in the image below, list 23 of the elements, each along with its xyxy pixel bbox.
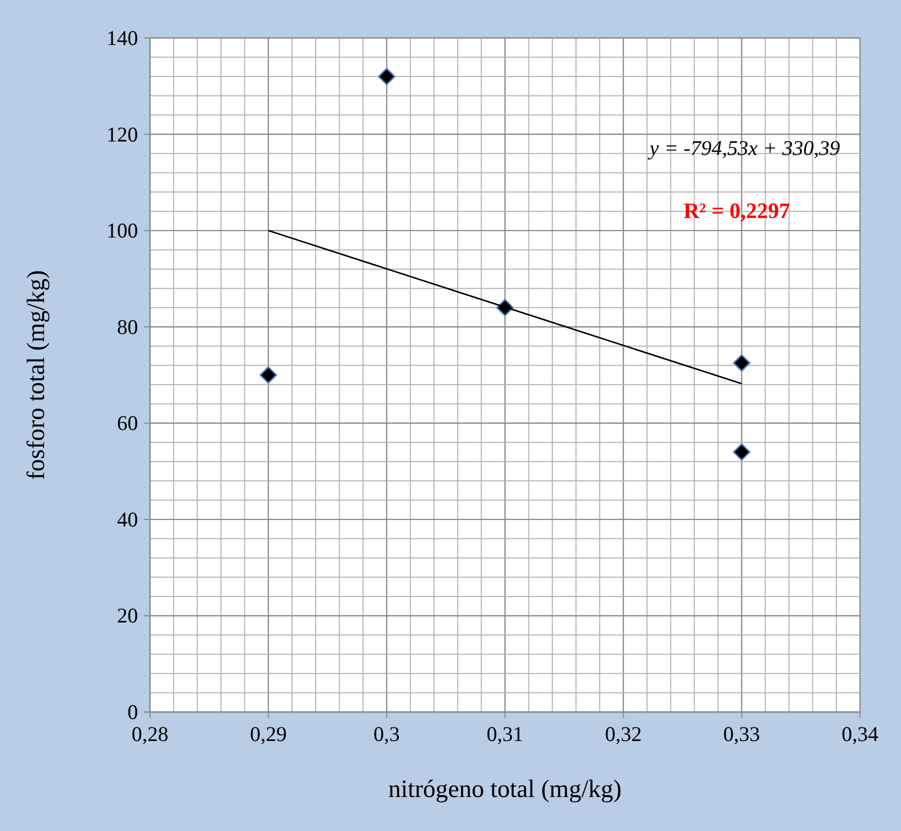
point <box>732 354 750 372</box>
y-tick-label: 20 <box>117 604 138 628</box>
x-tick-label: 0,29 <box>250 722 287 746</box>
point <box>732 443 750 461</box>
y-tick-label: 140 <box>106 26 138 50</box>
y-axis-title: fosforo total (mg/kg) <box>23 270 50 480</box>
x-tick-label: 0,32 <box>604 722 642 746</box>
y-tick-label: 80 <box>117 314 138 339</box>
y-tick-label: 120 <box>106 122 138 146</box>
y-tick-label: 60 <box>117 411 138 436</box>
annotation: R² = 0,2297 <box>683 198 790 223</box>
annotation: y = -794,53x + 330,39 <box>648 136 840 160</box>
x-tick-label: 0,31 <box>486 722 524 746</box>
x-tick-label: 0,33 <box>723 722 760 746</box>
x-tick-label: 0,3 <box>374 722 400 746</box>
x-tick-label: 0,34 <box>842 722 879 746</box>
x-tick-label: 0,28 <box>132 722 168 746</box>
point <box>378 68 396 86</box>
y-tick-label: 40 <box>117 507 138 532</box>
y-tick-label: 0 <box>128 700 138 724</box>
x-axis-title: nitrógeno total (mg/kg) <box>388 776 622 803</box>
y-tick-label: 100 <box>106 218 138 243</box>
point <box>260 366 278 384</box>
